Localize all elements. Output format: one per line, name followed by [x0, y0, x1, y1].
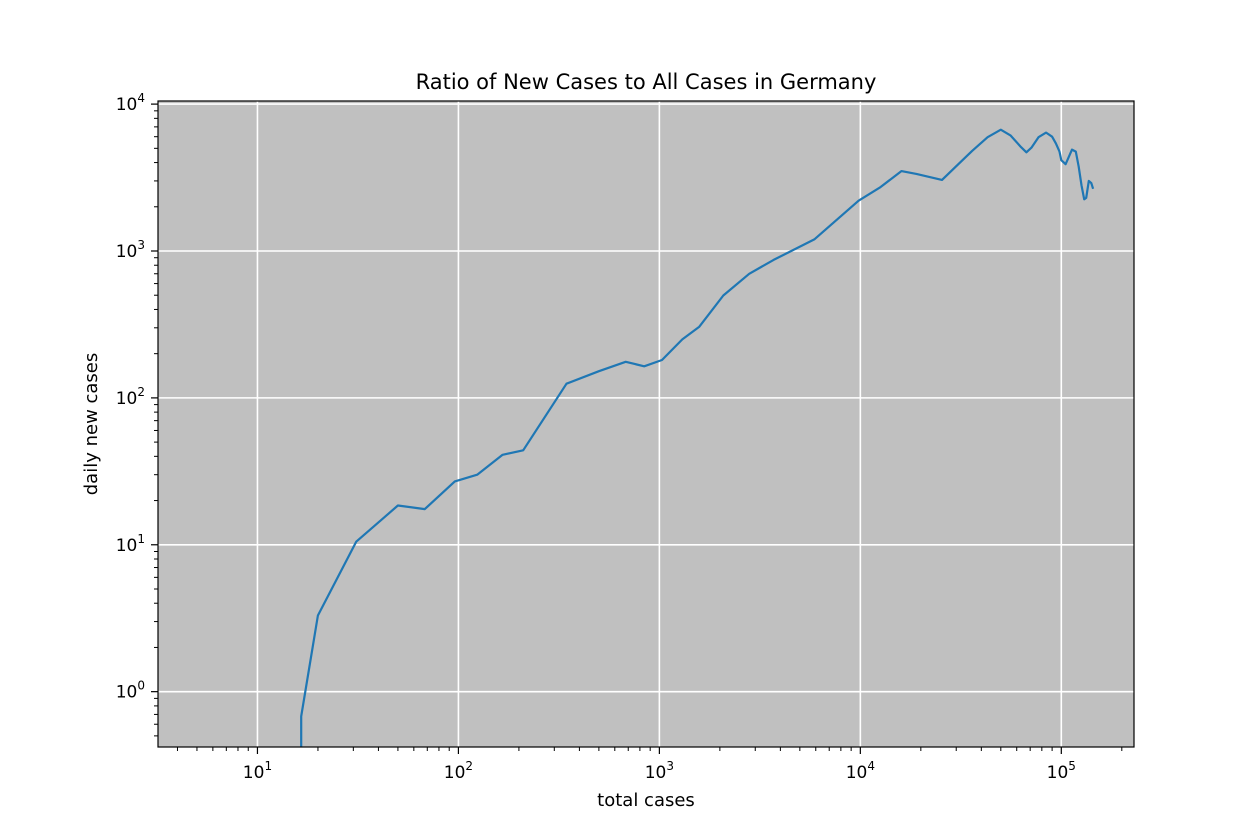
y-axis-label: daily new cases — [81, 353, 102, 496]
y-tick-label: 100 — [116, 679, 145, 703]
y-tick-label: 102 — [116, 385, 145, 409]
x-tick-label: 102 — [444, 759, 473, 783]
y-tick-label: 103 — [116, 238, 145, 262]
series-line — [300, 128, 1095, 747]
x-axis-label: total cases — [597, 790, 695, 811]
grid — [158, 101, 1134, 747]
x-tick-label: 103 — [645, 759, 674, 783]
series-group — [300, 128, 1095, 747]
x-tick-label: 101 — [243, 759, 272, 783]
plot-frame — [157, 100, 1135, 748]
y-tick-label: 104 — [116, 91, 145, 115]
y-axis: 100 101 102 103 104 — [116, 91, 158, 737]
x-tick-label: 105 — [1047, 759, 1076, 783]
y-tick-label: 101 — [116, 532, 145, 556]
x-tick-label: 104 — [846, 759, 875, 783]
plot-background — [158, 101, 1134, 747]
chart-title: Ratio of New Cases to All Cases in Germa… — [416, 70, 877, 94]
x-axis: 101 102 103 104 105 — [176, 747, 1123, 783]
